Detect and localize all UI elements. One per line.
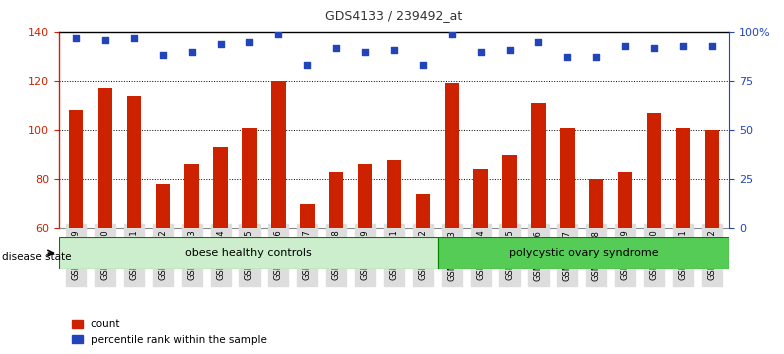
Bar: [532, 103, 546, 354]
Point: [243, 39, 256, 45]
Text: disease state: disease state: [2, 252, 71, 262]
Bar: [618, 172, 633, 354]
Point: [474, 48, 487, 54]
Bar: [445, 84, 459, 354]
Bar: [437, 237, 729, 269]
Bar: [184, 165, 199, 354]
Point: [677, 43, 689, 48]
Bar: [647, 113, 661, 354]
Bar: [329, 172, 343, 354]
Point: [416, 62, 429, 68]
Point: [532, 39, 545, 45]
Text: GDS4133 / 239492_at: GDS4133 / 239492_at: [325, 9, 463, 22]
Point: [128, 35, 140, 41]
Bar: [155, 184, 170, 354]
Bar: [474, 169, 488, 354]
Bar: [242, 128, 256, 354]
Bar: [676, 128, 690, 354]
Point: [359, 48, 372, 54]
Bar: [300, 204, 314, 354]
Text: polycystic ovary syndrome: polycystic ovary syndrome: [509, 248, 659, 258]
Point: [445, 31, 458, 37]
Point: [706, 43, 718, 48]
Bar: [271, 81, 285, 354]
Point: [214, 41, 227, 46]
Point: [561, 55, 574, 60]
Bar: [98, 88, 112, 354]
Point: [157, 53, 169, 58]
Bar: [127, 96, 141, 354]
Text: obese healthy controls: obese healthy controls: [185, 248, 311, 258]
Bar: [59, 237, 437, 269]
Point: [301, 62, 314, 68]
Point: [186, 48, 198, 54]
Bar: [69, 110, 83, 354]
Point: [503, 47, 516, 52]
Bar: [358, 165, 372, 354]
Bar: [503, 155, 517, 354]
Legend: count, percentile rank within the sample: count, percentile rank within the sample: [68, 315, 271, 349]
Bar: [705, 130, 719, 354]
Point: [330, 45, 343, 50]
Point: [590, 55, 602, 60]
Bar: [387, 160, 401, 354]
Point: [99, 37, 111, 42]
Point: [648, 45, 660, 50]
Point: [272, 31, 285, 37]
Bar: [560, 128, 575, 354]
Point: [70, 35, 82, 41]
Bar: [213, 147, 228, 354]
Bar: [416, 194, 430, 354]
Point: [388, 47, 401, 52]
Bar: [589, 179, 604, 354]
Point: [619, 43, 631, 48]
